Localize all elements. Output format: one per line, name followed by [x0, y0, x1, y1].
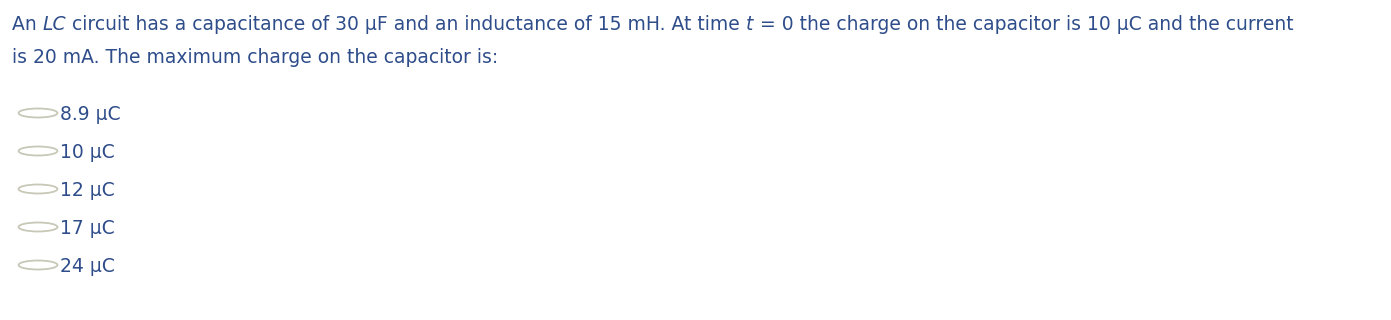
Text: 10 μC: 10 μC [60, 143, 114, 162]
Text: circuit has a capacitance of 30 μF and an inductance of 15 mH. At time: circuit has a capacitance of 30 μF and a… [67, 15, 746, 34]
Text: LC: LC [43, 15, 67, 34]
Text: 24 μC: 24 μC [60, 257, 115, 276]
Text: An: An [13, 15, 43, 34]
Text: t: t [746, 15, 754, 34]
Text: 8.9 μC: 8.9 μC [60, 105, 121, 124]
Text: 12 μC: 12 μC [60, 181, 114, 200]
Text: 17 μC: 17 μC [60, 219, 114, 238]
Text: = 0 the charge on the capacitor is 10 μC and the current: = 0 the charge on the capacitor is 10 μC… [754, 15, 1294, 34]
Text: is 20 mA. The maximum charge on the capacitor is:: is 20 mA. The maximum charge on the capa… [13, 48, 498, 67]
